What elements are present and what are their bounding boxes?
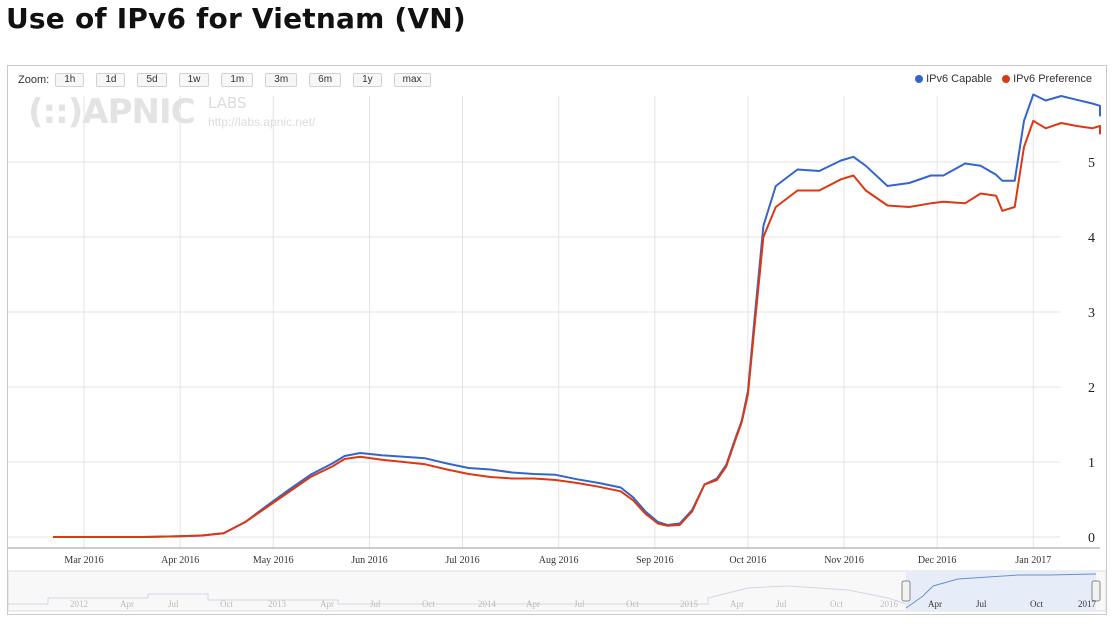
zoom-1m-button[interactable]: 1m xyxy=(221,73,254,87)
navigator-tick-label: Oct xyxy=(220,599,233,609)
zoom-label: Zoom: xyxy=(18,74,50,86)
page-title: Use of IPv6 for Vietnam (VN) xyxy=(6,2,466,35)
navigator-history-line xyxy=(8,585,907,605)
navigator-right-handle[interactable] xyxy=(1091,580,1101,602)
y-tick-label: 5 xyxy=(1088,156,1095,171)
apnic-logo-watermark: (::)APNIC xyxy=(28,92,196,132)
navigator-tick-label: Jul xyxy=(776,599,787,609)
chart-legend: IPv6 Capable IPv6 Preference xyxy=(905,73,1092,85)
zoom-6m-button[interactable]: 6m xyxy=(309,73,342,87)
chart-container[interactable]: Mar 2016 Apr 2016 May 2016 Jun 2016 Jul 2016… xyxy=(7,65,1107,615)
chart-svg: Mar 2016 Apr 2016 May 2016 Jun 2016 Jul 2016… xyxy=(8,93,1106,612)
y-tick-label: 3 xyxy=(1088,306,1095,321)
zoom-1w-button[interactable]: 1w xyxy=(178,73,210,87)
navigator-left-handle[interactable] xyxy=(901,580,911,602)
navigator-tick-label: 2012 xyxy=(70,599,88,609)
navigator-tick-label: Jul xyxy=(168,599,179,609)
x-tick-label: Apr 2016 xyxy=(161,555,199,566)
navigator-tick-label: 2016 xyxy=(880,599,899,609)
legend-label-ipv6-preference: IPv6 Preference xyxy=(1013,73,1092,85)
y-tick-label: 0 xyxy=(1088,531,1095,546)
series-line-ipv6-capable xyxy=(53,93,1101,538)
x-tick-label: Nov 2016 xyxy=(824,555,864,566)
zoom-5d-button[interactable]: 5d xyxy=(137,73,167,87)
x-tick-label: Jul 2016 xyxy=(445,555,479,566)
y-tick-label: 2 xyxy=(1088,381,1095,396)
legend-dot-icon xyxy=(915,75,924,83)
navigator-selection[interactable] xyxy=(906,571,1096,611)
zoom-max-button[interactable]: max xyxy=(393,73,431,87)
x-tick-label: Mar 2016 xyxy=(64,555,103,566)
navigator-tick-label: 2013 xyxy=(268,599,287,609)
zoom-1h-button[interactable]: 1h xyxy=(55,73,85,87)
zoom-1y-button[interactable]: 1y xyxy=(353,73,382,87)
navigator-tick-label: Jul xyxy=(976,599,987,609)
x-tick-label: Jan 2017 xyxy=(1015,555,1051,566)
apnic-labs-watermark: LABS xyxy=(208,94,247,112)
legend-item-ipv6-preference[interactable]: IPv6 Preference xyxy=(1002,73,1092,85)
legend-label-ipv6-capable: IPv6 Capable xyxy=(926,73,993,85)
navigator-tick-label: Apr xyxy=(120,599,134,609)
zoom-1d-button[interactable]: 1d xyxy=(96,73,126,87)
navigator-tick-label: Oct xyxy=(830,599,843,609)
zoom-bar: Zoom: 1h 1d 5d 1w 1m 3m 6m 1y max xyxy=(18,72,443,88)
y-tick-label: 4 xyxy=(1088,231,1095,246)
navigator-selection-line xyxy=(905,573,1097,609)
navigator-tick-label: Jul xyxy=(574,599,585,609)
x-tick-label: May 2016 xyxy=(253,555,294,566)
x-tick-label: Sep 2016 xyxy=(636,555,674,566)
x-tick-label: Oct 2016 xyxy=(729,555,766,566)
navigator-tick-label: Apr xyxy=(730,599,744,609)
legend-item-ipv6-capable[interactable]: IPv6 Capable xyxy=(915,73,992,85)
x-tick-label: Aug 2016 xyxy=(539,555,579,566)
navigator-tick-label: 2014 xyxy=(478,599,497,609)
navigator-tick-label: 2017 xyxy=(1078,599,1097,609)
navigator-tick-label: Apr xyxy=(928,599,942,609)
y-tick-label: 1 xyxy=(1088,456,1095,471)
x-tick-label: Dec 2016 xyxy=(918,555,957,566)
legend-dot-icon xyxy=(1002,75,1011,83)
navigator-tick-label: Oct xyxy=(422,599,435,609)
navigator-tick-label: 2015 xyxy=(680,599,699,609)
x-tick-label: Jun 2016 xyxy=(351,555,387,566)
zoom-3m-button[interactable]: 3m xyxy=(265,73,298,87)
navigator-tick-label: Apr xyxy=(526,599,540,609)
series-line-ipv6-preference xyxy=(53,119,1101,538)
navigator-tick-label: Jul xyxy=(370,599,381,609)
navigator-tick-label: Apr xyxy=(320,599,334,609)
apnic-url-watermark: http://labs.apnic.net/ xyxy=(208,115,316,129)
navigator-tick-label: Oct xyxy=(1030,599,1043,609)
navigator-tick-label: Oct xyxy=(626,599,639,609)
